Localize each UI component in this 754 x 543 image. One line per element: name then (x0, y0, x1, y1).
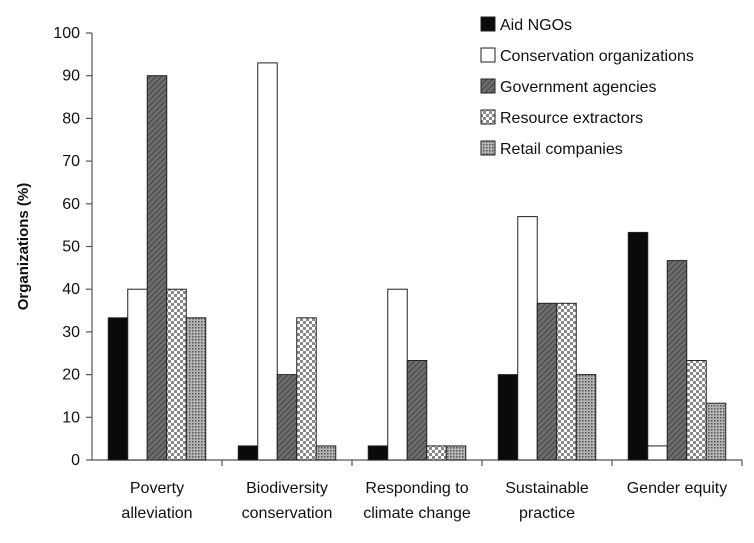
bars (107, 62, 727, 461)
bar-aid-ngos-2 (367, 445, 389, 461)
bar-aid-ngos-1 (237, 445, 259, 461)
y-axis-title: Organizations (%) (15, 183, 32, 311)
bar-retail-companies-1 (315, 445, 337, 461)
bar-conservation-organizations-1 (257, 62, 278, 461)
legend-swatch (480, 16, 496, 32)
x-category-label: Poverty (130, 480, 184, 497)
x-category-label: Gender equity (627, 480, 728, 497)
y-tick-label: 20 (62, 367, 80, 384)
bar-resource-extractors-1 (296, 317, 317, 461)
bar-resource-extractors-2 (426, 445, 447, 461)
bar-aid-ngos-3 (497, 374, 519, 461)
legend-swatch (480, 109, 496, 125)
bar-government-agencies-0 (146, 75, 168, 461)
y-tick-label: 10 (62, 409, 80, 426)
bar-resource-extractors-0 (166, 288, 187, 461)
bar-conservation-organizations-2 (387, 288, 408, 461)
y-tick-label: 0 (71, 452, 80, 469)
bar-resource-extractors-4 (686, 360, 707, 461)
y-tick-label: 60 (62, 196, 80, 213)
bar-conservation-organizations-3 (517, 216, 538, 461)
x-category-label: Responding to (365, 480, 468, 497)
legend-label: Government agencies (500, 79, 657, 96)
x-category-label: conservation (242, 505, 333, 522)
y-tick-label: 50 (62, 239, 80, 256)
bar-government-agencies-4 (666, 260, 688, 461)
x-category-label: alleviation (121, 505, 192, 522)
bar-conservation-organizations-4 (647, 445, 668, 461)
legend-swatch (480, 78, 496, 94)
bar-retail-companies-4 (705, 402, 727, 461)
bar-retail-companies-2 (445, 445, 467, 461)
bar-retail-companies-0 (185, 317, 207, 461)
bar-aid-ngos-0 (107, 317, 129, 461)
y-tick-label: 30 (62, 324, 80, 341)
legend-label: Conservation organizations (500, 48, 694, 65)
labels: 0 10 20 30 40 50 60 70 80 90 100 Organizations (%) P… (15, 25, 727, 522)
x-category-label: Biodiversity (246, 480, 328, 497)
x-category-label: practice (519, 505, 575, 522)
x-category-label: climate change (363, 505, 471, 522)
bar-resource-extractors-3 (556, 302, 577, 461)
legend-swatch (480, 140, 496, 156)
y-tick-label: 40 (62, 281, 80, 298)
y-tick-label: 90 (62, 68, 80, 85)
legend-label: Retail companies (500, 141, 623, 158)
bar-conservation-organizations-0 (127, 288, 148, 461)
y-tick-label: 100 (53, 25, 80, 42)
y-tick-label: 70 (62, 153, 80, 170)
legend-label: Resource extractors (500, 110, 643, 127)
y-tick-label: 80 (62, 110, 80, 127)
bar-government-agencies-2 (406, 360, 428, 461)
x-category-label: Sustainable (505, 480, 589, 497)
bar-government-agencies-1 (276, 374, 298, 461)
legend-swatch (480, 47, 496, 63)
legend-label: Aid NGOs (500, 17, 572, 34)
bar-government-agencies-3 (536, 302, 558, 461)
bar-aid-ngos-4 (627, 231, 649, 461)
bar-retail-companies-3 (575, 374, 597, 461)
legend: Aid NGOs Conservation organizations Govern… (480, 16, 694, 158)
